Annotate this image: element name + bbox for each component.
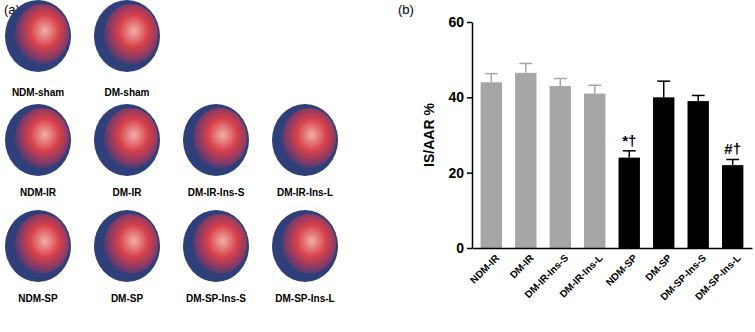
error-stem [628, 151, 630, 158]
heart-slice [272, 210, 338, 282]
error-bar [657, 81, 670, 97]
error-cap [554, 78, 567, 80]
x-tick-label: NDM-IR [468, 252, 502, 286]
heart-slice [94, 104, 160, 176]
bar [653, 97, 674, 248]
heart-slice-tissue [282, 214, 336, 274]
y-tick-mark [467, 248, 472, 250]
heart-slice [5, 210, 71, 282]
y-tick-mark [467, 172, 472, 174]
y-tick: 60 [448, 14, 472, 30]
y-tick-mark [467, 22, 472, 24]
image-label: NDM-SP [18, 293, 58, 304]
image-panel: NDM-sham DM-sham NDM-IR DM-IR DM-IR-Ins-S DM-… [5, 0, 338, 304]
y-tick: 0 [456, 240, 472, 256]
error-bar [485, 74, 498, 83]
x-tick: DM-IR [508, 248, 537, 280]
error-stem [525, 63, 527, 72]
plot-area [481, 63, 744, 248]
x-tick: NDM-IR [468, 248, 502, 286]
bar [515, 73, 536, 248]
heart-slice-tissue [104, 214, 158, 274]
heart-slice-tissue [15, 4, 69, 64]
y-tick-label: 0 [456, 240, 464, 256]
image-label: DM-SP [111, 293, 144, 304]
heart-slice-tissue [193, 214, 247, 274]
heart-slice [5, 104, 71, 176]
heart-slice-tissue [193, 108, 247, 168]
bar [584, 94, 605, 248]
error-stem [560, 79, 562, 87]
bar [550, 86, 571, 248]
error-bar [692, 95, 705, 101]
error-bar [519, 63, 532, 72]
x-axis-line [473, 248, 753, 250]
error-bar [623, 151, 636, 158]
x-tick-label: DM-SP-Ins-L [693, 252, 743, 302]
image-label: DM-IR [113, 187, 143, 198]
figure: (a)NDM-shamDM-shamNDM-IRDM-IRDM-IR-Ins-S… [0, 0, 755, 332]
heart-slice [183, 104, 249, 176]
x-tick: DM-SP-Ins-L [693, 248, 743, 302]
y-tick-label: 20 [448, 165, 464, 181]
image-label: DM-IR-Ins-L [277, 187, 333, 198]
heart-slice [272, 104, 338, 176]
error-cap [623, 150, 636, 152]
x-tick-label: DM-SP [643, 252, 674, 283]
error-stem [594, 85, 596, 93]
error-cap [692, 95, 705, 97]
y-axis: 0 20 40 60 [448, 14, 472, 256]
error-cap [485, 73, 498, 75]
heart-slice [5, 0, 71, 72]
image-label: DM-IR-Ins-S [188, 187, 245, 198]
error-cap [588, 85, 601, 87]
image-label: DM-SP-Ins-S [186, 293, 246, 304]
error-stem [663, 81, 665, 97]
x-tick-label: DM-IR-Ins-L [557, 252, 604, 299]
y-tick-mark [467, 97, 472, 99]
heart-slice-tissue [15, 108, 69, 168]
heart-slice [183, 210, 249, 282]
x-tick: NDM-SP [604, 248, 640, 288]
y-tick-label: 40 [448, 89, 464, 105]
bar [619, 158, 640, 248]
error-cap [519, 63, 532, 65]
heart-slice-tissue [104, 108, 158, 168]
error-bar [554, 79, 567, 87]
image-label: DM-SP-Ins-L [275, 293, 334, 304]
chart-title: (b) [398, 2, 414, 17]
y-tick-label: 60 [448, 14, 464, 30]
y-tick: 20 [448, 165, 472, 181]
x-tick-label: DM-IR [508, 252, 537, 281]
x-tick: DM-IR-Ins-L [557, 248, 604, 300]
bar [722, 165, 743, 248]
y-axis-title: IS/AAR % [421, 103, 437, 167]
annotation: *† [622, 132, 636, 149]
x-axis: NDM-IRDM-IRDM-IR-Ins-SDM-IR-Ins-LNDM-SPD… [468, 248, 752, 302]
bar [481, 82, 502, 248]
error-cap [657, 80, 670, 82]
image-label: NDM-IR [20, 187, 57, 198]
x-tick: DM-SP [643, 248, 674, 283]
bar [688, 101, 709, 248]
heart-slice [94, 0, 160, 72]
y-tick: 40 [448, 89, 472, 105]
heart-slice [94, 210, 160, 282]
annotation: #† [724, 140, 741, 157]
error-stem [697, 95, 699, 101]
error-stem [732, 159, 734, 165]
heart-slice-tissue [15, 214, 69, 274]
heart-slice-tissue [104, 4, 158, 64]
y-axis-line [472, 23, 474, 249]
image-label: NDM-sham [12, 87, 64, 98]
image-label: DM-sham [104, 87, 149, 98]
error-bar [726, 159, 739, 165]
heart-slice-tissue [282, 108, 336, 168]
error-stem [491, 74, 493, 83]
error-cap [726, 159, 739, 161]
error-bar [588, 85, 601, 93]
x-tick-label: NDM-SP [604, 252, 640, 288]
